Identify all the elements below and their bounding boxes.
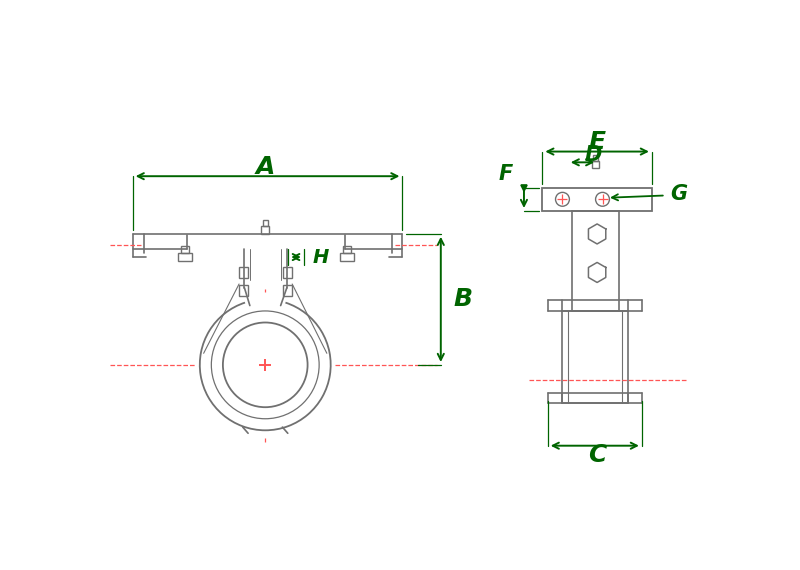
Bar xyxy=(592,161,599,169)
Text: A: A xyxy=(255,155,275,179)
Bar xyxy=(178,253,192,261)
Bar xyxy=(263,220,267,226)
Bar xyxy=(594,154,598,161)
Bar xyxy=(542,188,652,211)
Bar xyxy=(343,246,350,253)
Bar xyxy=(239,285,248,296)
Text: C: C xyxy=(588,443,606,467)
Text: E: E xyxy=(589,131,606,154)
Bar xyxy=(283,267,292,278)
Text: B: B xyxy=(453,287,472,311)
Bar xyxy=(283,285,292,296)
Bar xyxy=(262,226,269,234)
Text: H: H xyxy=(312,247,329,267)
Text: D: D xyxy=(585,145,602,165)
Bar xyxy=(182,246,189,253)
Bar xyxy=(340,253,354,261)
Text: F: F xyxy=(499,164,513,184)
Text: G: G xyxy=(670,184,687,204)
Bar xyxy=(239,267,248,278)
